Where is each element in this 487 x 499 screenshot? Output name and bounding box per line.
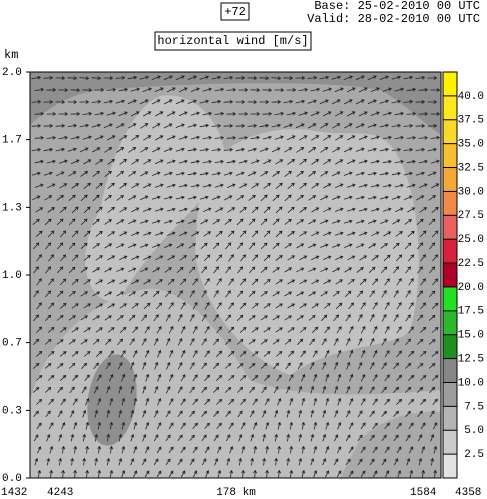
- y-tick-label: 0.7: [2, 338, 22, 350]
- y-unit: km: [4, 48, 18, 62]
- colorbar-segment: [443, 215, 457, 240]
- colorbar-segment: [443, 191, 457, 216]
- forecast-step: +72: [224, 5, 246, 19]
- y-tick-label: 1.3: [2, 202, 22, 214]
- chart-title: horizontal wind [m/s]: [157, 34, 308, 48]
- colorbar-label: 10.0: [458, 377, 484, 389]
- colorbar-segment: [443, 286, 457, 311]
- colorbar-segment: [443, 358, 457, 383]
- colorbar-label: 5.0: [464, 425, 484, 437]
- step-box: [220, 2, 250, 21]
- y-tick-label: 1.7: [2, 135, 22, 147]
- colorbar-segment: [443, 430, 457, 455]
- colorbar-label: 35.0: [458, 139, 484, 151]
- colorbar-label: 22.5: [458, 258, 484, 270]
- x-label: 4243: [47, 487, 73, 499]
- title-box: [154, 31, 312, 51]
- colorbar-segment: [443, 454, 457, 478]
- colorbar-segment: [443, 263, 457, 287]
- colorbar-label: 7.5: [464, 401, 484, 413]
- colorbar-label: 32.5: [458, 162, 484, 174]
- colorbar-label: 25.0: [458, 234, 484, 246]
- colorbar-segment: [443, 119, 457, 144]
- x-label: 1432: [1, 487, 27, 499]
- arrow-field: [31, 75, 441, 478]
- colorbar-segment: [443, 95, 457, 120]
- valid-time: Valid: 28-02-2010 00 UTC: [307, 12, 480, 26]
- colorbar-segment: [443, 239, 457, 264]
- y-tick-label: 0.0: [2, 473, 22, 485]
- field-medium: [340, 411, 441, 478]
- x-label: 4358: [455, 487, 481, 499]
- base-time: Base: 25-02-2010 00 UTC: [314, 0, 480, 13]
- x-label: 178 km: [216, 487, 256, 499]
- colorbar-label: 17.5: [458, 306, 484, 318]
- colorbar-segment: [443, 143, 457, 168]
- contour-fields: [30, 72, 441, 478]
- field-light: [195, 129, 419, 375]
- wind-arrows: [31, 75, 441, 478]
- colorbar-segment: [443, 310, 457, 335]
- colorbar-segment: [443, 72, 457, 96]
- colorbar-segment: [443, 167, 457, 192]
- colorbar-segment: [443, 406, 457, 431]
- colorbar-label: 15.0: [458, 330, 484, 342]
- y-tick-label: 0.3: [2, 405, 22, 417]
- colorbar-label: 20.0: [458, 282, 484, 294]
- colorbar-label: 37.5: [458, 115, 484, 127]
- y-tick-label: 1.0: [2, 270, 22, 282]
- colorbar-label: 2.5: [464, 449, 484, 461]
- colorbar-segment: [443, 334, 457, 359]
- field-light: [30, 288, 441, 478]
- colorbar-label: 12.5: [458, 353, 484, 365]
- colorbar-label: 27.5: [458, 210, 484, 222]
- colorbar-label: 30.0: [458, 186, 484, 198]
- colorbar-frame: [442, 71, 458, 479]
- colorbar-label: 40.0: [458, 91, 484, 103]
- colorbar-segment: [443, 382, 457, 407]
- y-tick-label: 2.0: [2, 67, 22, 79]
- x-label: 1584: [410, 487, 437, 499]
